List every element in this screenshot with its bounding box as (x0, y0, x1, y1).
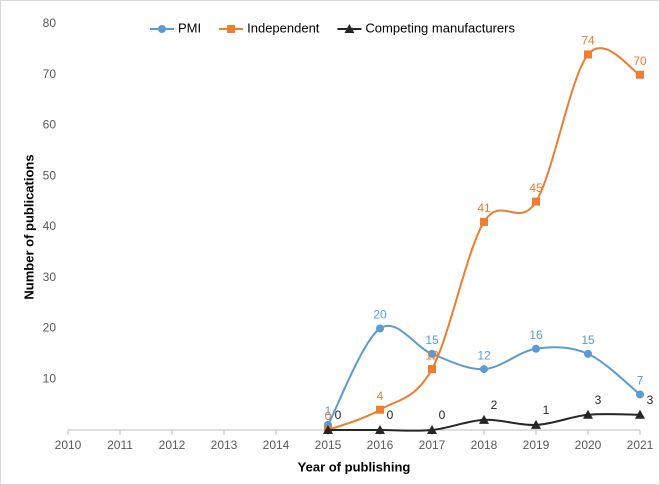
marker (583, 409, 593, 419)
data-label: 16 (529, 328, 543, 342)
x-tick-label: 2020 (575, 438, 602, 452)
data-label: 41 (477, 201, 491, 215)
data-label: 4 (377, 389, 384, 403)
data-label: 3 (647, 393, 654, 407)
x-tick-label: 2019 (523, 438, 550, 452)
data-label: 2 (491, 398, 498, 412)
y-tick-label: 10 (43, 371, 57, 385)
data-label: 7 (637, 374, 644, 388)
marker (428, 365, 436, 374)
data-label: 0 (439, 408, 446, 422)
x-tick-label: 2016 (367, 438, 394, 452)
marker (480, 217, 488, 226)
marker (428, 349, 436, 358)
y-tick-label: 60 (43, 118, 57, 132)
legend-text: Competing manufacturers (365, 20, 515, 35)
marker (376, 324, 384, 333)
marker (532, 344, 540, 353)
y-tick-label: 50 (43, 168, 57, 182)
marker (584, 50, 592, 59)
data-label: 74 (581, 34, 595, 48)
marker (427, 425, 437, 434)
y-tick-label: 80 (43, 16, 57, 30)
legend-text: Independent (247, 20, 320, 35)
x-tick-label: 2010 (55, 438, 82, 452)
marker (636, 70, 644, 79)
x-tick-label: 2017 (419, 438, 446, 452)
data-label: 70 (633, 54, 647, 68)
legend-marker (158, 25, 166, 33)
data-label: 1 (543, 403, 550, 417)
marker (375, 425, 385, 434)
y-axis-title: Number of publications (21, 154, 36, 299)
x-tick-label: 2014 (263, 438, 290, 452)
legend-text: PMI (178, 20, 201, 35)
y-tick-label: 30 (43, 270, 57, 284)
legend-marker (344, 24, 355, 33)
legend-marker (227, 25, 236, 33)
marker (376, 405, 384, 414)
marker (480, 365, 488, 374)
x-tick-label: 2013 (211, 438, 238, 452)
marker (479, 414, 489, 424)
data-label: 15 (425, 333, 439, 347)
marker (636, 390, 644, 399)
x-tick-label: 2012 (159, 438, 186, 452)
data-label: 20 (373, 308, 387, 322)
data-label: 12 (425, 348, 439, 362)
x-tick-label: 2015 (315, 438, 342, 452)
marker (323, 425, 333, 434)
data-label: 12 (477, 348, 491, 362)
x-tick-label: 2011 (107, 438, 133, 452)
data-label: 0 (387, 408, 394, 422)
data-label: 3 (595, 393, 602, 407)
data-label: 0 (335, 408, 342, 422)
x-axis-title: Year of publishing (298, 459, 411, 474)
y-tick-label: 70 (43, 67, 57, 81)
y-tick-label: 40 (43, 219, 57, 233)
marker (531, 419, 541, 429)
data-label: 15 (581, 333, 595, 347)
marker (635, 409, 645, 419)
marker (532, 197, 540, 206)
x-tick-label: 2018 (471, 438, 498, 452)
y-tick-label: 20 (43, 321, 57, 335)
data-label: 45 (529, 181, 543, 195)
data-label: 0 (325, 409, 332, 423)
data-label: 1 (325, 404, 332, 418)
marker (584, 349, 592, 358)
x-tick-label: 2021 (627, 438, 654, 452)
